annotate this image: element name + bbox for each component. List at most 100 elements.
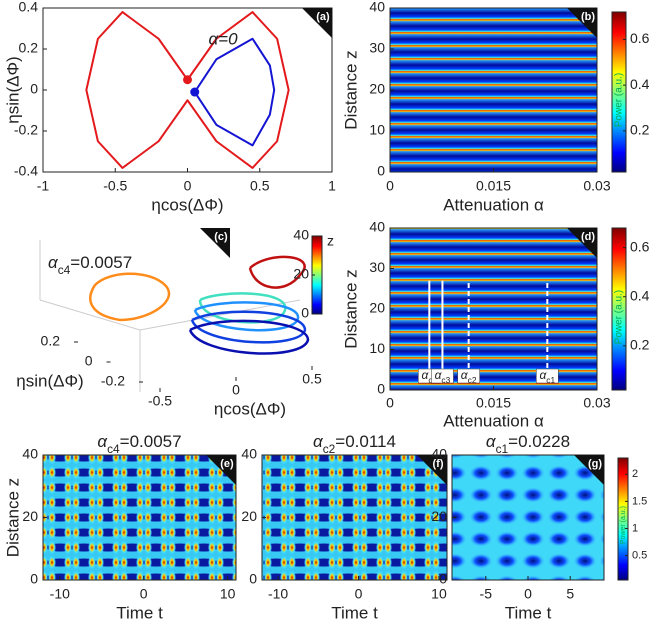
- colorbar-tick-label: 0.2: [630, 337, 650, 353]
- y-tick-label: 20: [241, 508, 257, 524]
- panel-label: (c): [214, 231, 228, 243]
- y-tick-label: 0.2: [41, 333, 61, 349]
- colorbar: [611, 227, 627, 391]
- panel-corner: [574, 455, 604, 485]
- critical-label-sub: c2: [468, 375, 477, 385]
- panel-title: αc4=0.0057: [97, 432, 181, 456]
- colorbar-tick-label: 1.5: [632, 495, 647, 507]
- x-tick-label: 0: [232, 382, 240, 398]
- x-tick-label: 10: [431, 586, 447, 602]
- y-axis-label: ηsin(ΔΦ): [3, 56, 22, 123]
- colorbar-label: Power (a.u.): [614, 73, 625, 127]
- y-tick-label: 40: [369, 0, 385, 15]
- x-tick-label: 0: [386, 395, 394, 411]
- colorbar-tick-label: 0.2: [630, 122, 650, 138]
- colorbar-tick-label: 0.4: [630, 287, 650, 303]
- colorbar-tick-label: 20: [293, 266, 309, 282]
- x-tick-label: 10: [220, 586, 236, 602]
- point: [190, 87, 200, 97]
- panel-title-rest: =0.0228: [508, 432, 570, 451]
- annotation-rest: =0.0057: [70, 253, 132, 272]
- panel-corner: [567, 228, 597, 258]
- x-tick-label: -0.5: [148, 393, 172, 409]
- panel-c-scene: [39, 240, 310, 392]
- point: [183, 75, 192, 85]
- panel-label: (g): [588, 458, 602, 470]
- x-tick-label: -0.5: [103, 178, 127, 194]
- colorbar-tick-label: 40: [293, 227, 309, 243]
- x-tick-label: 5: [566, 586, 574, 602]
- y-tick-label: 0: [377, 381, 385, 397]
- critical-label-box: [536, 368, 559, 384]
- colorbar-label: Power (a.u.): [620, 506, 627, 544]
- x-tick-label: 0.03: [583, 178, 610, 194]
- panel-title-sub: c4: [107, 442, 120, 456]
- heatmap: [390, 228, 597, 390]
- colorbar-label: Power (a.u.): [614, 290, 625, 344]
- y-axis-label: Distance z: [341, 50, 360, 129]
- x-axis-label: Attenuation α: [443, 195, 544, 214]
- y-tick-label: -0.2: [101, 373, 125, 389]
- x-tick-label: 0: [184, 178, 192, 194]
- x-tick-label: 0.015: [476, 395, 511, 411]
- annotation: α=0: [208, 29, 238, 48]
- panel-title-base: α: [486, 432, 497, 451]
- annotation-sub: c4: [58, 263, 71, 277]
- y-tick-label: 10: [369, 122, 385, 138]
- y-tick-label: -0.4: [14, 163, 38, 179]
- panel-title-base: α: [97, 432, 108, 451]
- panel-corner: [200, 228, 230, 258]
- x-tick-label: 0.5: [302, 371, 322, 387]
- critical-label: αc2: [461, 368, 477, 385]
- critical-label-sub: c1: [546, 375, 555, 385]
- panel-title: αc1=0.0228: [486, 432, 570, 456]
- y-tick-label: 30: [369, 40, 385, 56]
- x-tick-label: 0: [140, 586, 148, 602]
- y-tick-label: 40: [431, 446, 447, 462]
- x-tick-label: 0.03: [583, 395, 610, 411]
- colorbar-tick-label: 0.5: [632, 550, 647, 562]
- y-tick-label: 0.2: [19, 40, 39, 56]
- panel-label: (b): [581, 11, 595, 23]
- colorbar-label: z: [327, 233, 334, 249]
- y-tick-label: 40: [369, 219, 385, 235]
- y-tick-label: 0: [30, 81, 38, 97]
- curve: [193, 37, 276, 147]
- y-tick-label: 0.4: [19, 0, 39, 15]
- x-tick-label: 0.5: [250, 178, 270, 194]
- colorbar: [617, 457, 629, 581]
- y-tick-label: 20: [22, 508, 38, 524]
- x-axis-label: Time t: [505, 603, 552, 622]
- annotation: αc4=0.0057: [48, 253, 132, 277]
- x-tick-label: -1: [37, 178, 50, 194]
- critical-label-base: α: [421, 368, 429, 382]
- panel-corner: [567, 8, 597, 38]
- x-tick-label: 0: [386, 178, 394, 194]
- heatmap: [262, 455, 447, 580]
- critical-label-base: α: [461, 368, 469, 382]
- critical-label-sub: c3: [441, 375, 450, 385]
- panel-title-base: α: [313, 432, 324, 451]
- panel-title-sub: c2: [323, 442, 336, 456]
- panel-title-rest: =0.0114: [335, 432, 396, 451]
- x-axis-label: ηcos(ΔΦ): [151, 195, 223, 214]
- y-tick-label: 20: [369, 81, 385, 97]
- panel-title: αc2=0.0114: [313, 432, 396, 456]
- x-tick-label: 0.015: [476, 178, 511, 194]
- y-axis-label: Distance z: [341, 269, 360, 348]
- panel-corner: [302, 8, 332, 38]
- x-axis-label: ηcos(ΔΦ): [214, 399, 286, 418]
- panel-label: (f): [433, 458, 444, 470]
- y-tick-label: 30: [369, 259, 385, 275]
- colorbar-tick-label: 0.6: [630, 30, 650, 46]
- critical-label: αc1: [539, 368, 555, 385]
- panel-label: (d): [581, 231, 595, 243]
- y-axis-label: ηsin(ΔΦ): [16, 371, 83, 390]
- x-axis-label: Attenuation α: [443, 411, 544, 430]
- heatmap: [452, 455, 604, 580]
- critical-label-base: α: [435, 368, 443, 382]
- x-tick-label: -10: [268, 586, 288, 602]
- panel-label: (e): [220, 458, 234, 470]
- critical-label-box: [431, 368, 454, 384]
